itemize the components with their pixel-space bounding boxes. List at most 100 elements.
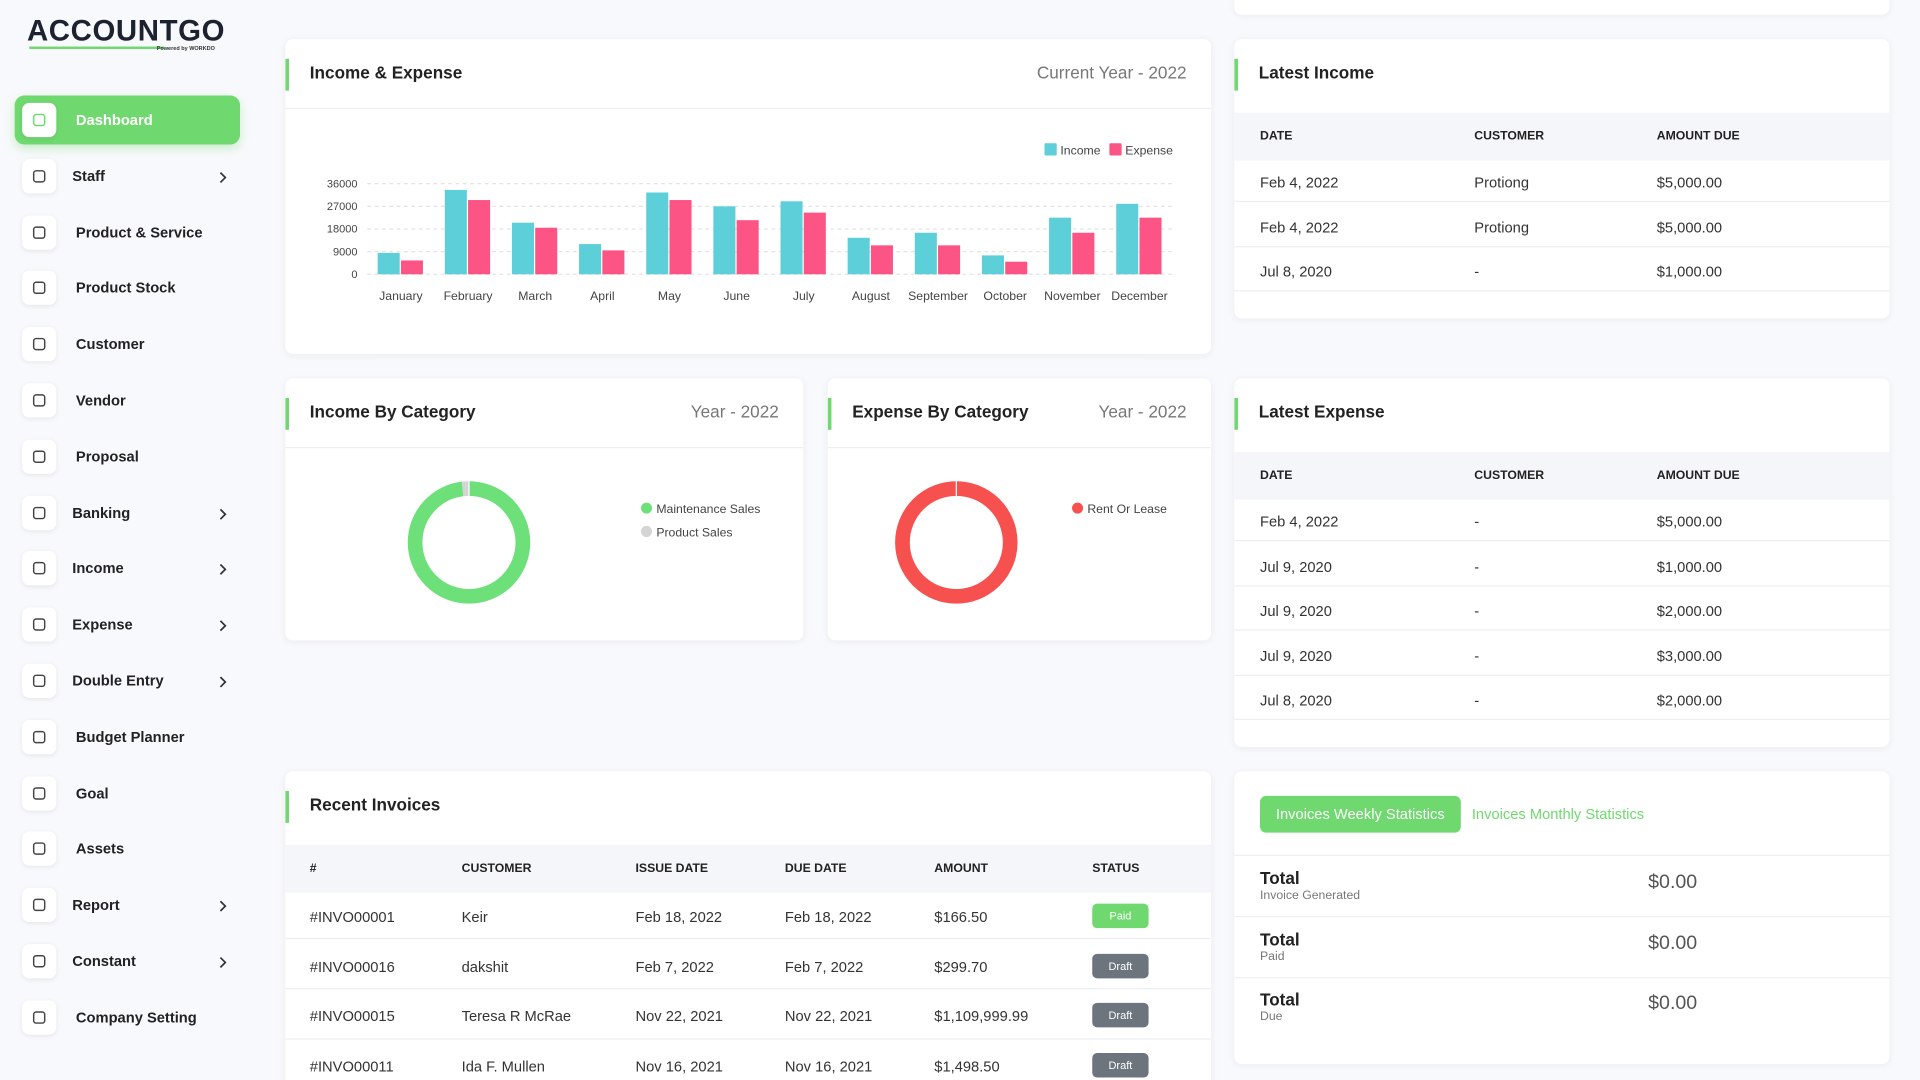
chevron — [219, 508, 227, 520]
bar — [780, 201, 803, 275]
submenu-arrow — [219, 676, 227, 688]
nav-icon-shape — [32, 898, 46, 912]
nav-icon-box — [22, 775, 57, 811]
column-header: DUE DATE — [784, 862, 847, 876]
stat-value: $0.00 — [1648, 871, 1698, 893]
nav-icon-box — [22, 944, 57, 979]
nav-icon — [32, 730, 46, 744]
logo-tagline: Powered by WORKDO — [156, 45, 215, 52]
table-cell: $299.70 — [934, 958, 988, 976]
column-header: AMOUNT DUE — [1656, 129, 1740, 144]
table-cell: #INVO00011 — [309, 1058, 394, 1076]
nav-icon — [32, 338, 46, 351]
pie-slice — [895, 481, 1018, 604]
y-tick-label: 18000 — [327, 224, 358, 236]
table-cell: Nov 16, 2021 — [784, 1058, 873, 1076]
table-cell: Protiong — [1474, 218, 1530, 236]
nav-item[interactable]: Staff — [15, 152, 240, 201]
x-tick-label: February — [444, 289, 494, 303]
nav-label: Banking — [72, 503, 131, 522]
nav-label: Product Stock — [75, 279, 176, 297]
row-divider — [1234, 290, 1890, 292]
nav-item[interactable]: Goal — [15, 768, 240, 817]
column-header: DATE — [1260, 468, 1293, 483]
table-card: Latest Expense DATE CUSTOMER AMOUNT DUE Feb … — [1234, 378, 1890, 747]
status-badge: Draft — [1092, 1053, 1149, 1078]
nav-icon-box — [22, 719, 57, 755]
table-cell: $3,000.00 — [1656, 647, 1723, 665]
table-cell: Feb 4, 2022 — [1260, 513, 1339, 531]
x-tick-label: April — [590, 289, 614, 303]
table-cell: Ida F. Mullen — [461, 1058, 545, 1076]
nav-item[interactable]: Budget Planner — [15, 712, 240, 761]
table-cell: $5,000.00 — [1656, 218, 1723, 236]
card-subtitle: Current Year - 2022 — [1036, 62, 1187, 83]
nav-label: Staff — [72, 167, 105, 185]
nav-item[interactable]: Proposal — [15, 432, 240, 481]
table-cell: - — [1474, 647, 1480, 665]
bar — [914, 232, 937, 275]
nav-item[interactable]: Report — [15, 881, 240, 930]
nav-item[interactable]: Company Setting — [15, 993, 240, 1042]
nav-label: Vendor — [75, 391, 126, 409]
legend-label: Maintenance Sales — [656, 502, 760, 516]
chevron — [219, 956, 227, 968]
nav-icon-shape — [32, 450, 46, 463]
nav-icon-shape — [32, 281, 46, 295]
x-tick-label: May — [658, 289, 682, 303]
x-tick-label: August — [852, 289, 891, 303]
submenu-arrow — [219, 508, 227, 520]
nav-item[interactable]: Income — [15, 544, 240, 593]
table-cell: $166.50 — [934, 908, 988, 926]
column-header: DATE — [1260, 129, 1293, 144]
stat-sublabel: Invoice Generated — [1260, 888, 1361, 903]
chevron — [219, 676, 227, 688]
chevron — [219, 620, 227, 632]
y-tick-label: 27000 — [327, 201, 358, 213]
nav-item[interactable]: Assets — [15, 825, 240, 874]
stats-tab[interactable]: Invoices Weekly Statistics — [1260, 795, 1461, 833]
nav-icon-box — [22, 887, 57, 923]
nav-item[interactable]: Dashboard — [14, 95, 240, 145]
row-divider — [1234, 585, 1890, 587]
table-header — [1234, 112, 1890, 161]
nav-label: Income — [72, 560, 124, 578]
nav-item[interactable]: Banking — [15, 488, 240, 537]
column-header: # — [309, 862, 317, 876]
nav-icon — [32, 954, 46, 968]
submenu-arrow — [219, 171, 227, 183]
nav-item[interactable]: Product & Service — [15, 208, 240, 257]
card — [1234, 0, 1890, 15]
nav-label: Assets — [75, 840, 125, 858]
legend-dot — [1072, 502, 1084, 514]
column-header: STATUS — [1092, 862, 1140, 876]
nav-icon-box — [22, 495, 57, 530]
legend-swatch — [1044, 143, 1057, 156]
chart-card: Income & Expense Current Year - 2022 0 9000… — [285, 39, 1212, 354]
nav-item[interactable]: Vendor — [15, 376, 240, 425]
table-cell: Feb 4, 2022 — [1260, 218, 1339, 236]
stat-label: Total — [1260, 928, 1300, 949]
bar — [669, 200, 692, 275]
row-divider — [1234, 629, 1890, 631]
status-badge: Draft — [1092, 1003, 1149, 1028]
bar — [579, 244, 602, 275]
legend-dot — [641, 525, 653, 537]
row-divider — [1234, 245, 1890, 248]
header-accent — [1234, 397, 1238, 430]
nav-item[interactable]: Constant — [15, 937, 240, 986]
nav-item[interactable]: Expense — [15, 600, 240, 649]
nav-item[interactable]: Product Stock — [15, 264, 240, 313]
nav-item[interactable]: Double Entry — [15, 656, 240, 705]
card-title: Latest Income — [1258, 62, 1375, 83]
divider — [285, 446, 804, 449]
column-header: AMOUNT — [934, 862, 989, 876]
nav-icon-shape — [32, 674, 46, 688]
stats-tab[interactable]: Invoices Monthly Statistics — [1471, 805, 1645, 823]
nav-label: Company Setting — [75, 1008, 197, 1026]
stat-value: $0.00 — [1648, 932, 1698, 954]
nav-icon-box — [22, 215, 57, 250]
nav-item[interactable]: Customer — [15, 320, 240, 369]
card-subtitle: Year - 2022 — [690, 401, 779, 422]
nav-icon — [32, 674, 46, 688]
